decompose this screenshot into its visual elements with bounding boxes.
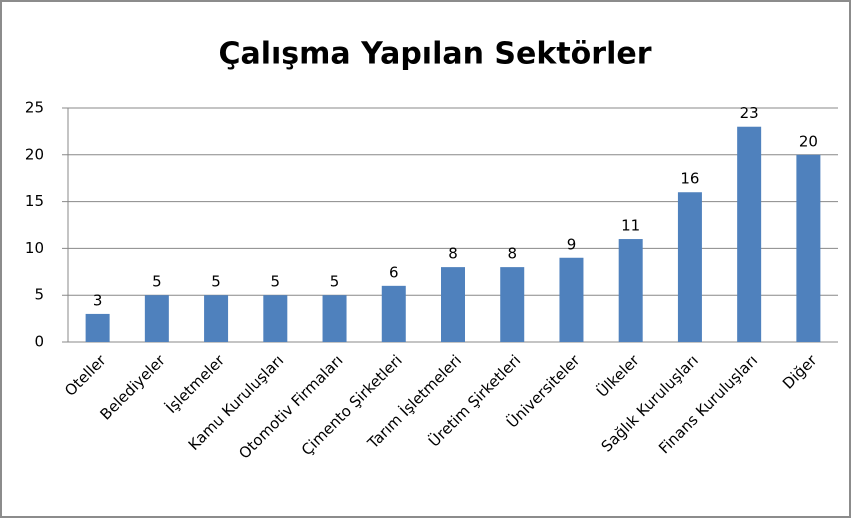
data-label: 8 bbox=[507, 245, 517, 263]
data-label: 11 bbox=[621, 217, 640, 235]
data-label: 3 bbox=[93, 291, 103, 309]
data-label: 5 bbox=[152, 273, 162, 291]
bar bbox=[737, 126, 762, 342]
chart-title: Çalışma Yapılan Sektörler bbox=[218, 37, 651, 72]
y-tick-label: 20 bbox=[25, 145, 44, 163]
data-label: 16 bbox=[680, 170, 699, 188]
bar bbox=[677, 192, 702, 342]
bar bbox=[263, 295, 288, 342]
bar bbox=[204, 295, 229, 342]
data-label: 8 bbox=[448, 245, 458, 263]
bar bbox=[381, 285, 406, 342]
bar bbox=[322, 295, 347, 342]
bar bbox=[559, 257, 584, 342]
y-tick-label: 10 bbox=[25, 239, 44, 257]
bar bbox=[144, 295, 169, 342]
data-label: 5 bbox=[271, 273, 281, 291]
y-tick-label: 0 bbox=[34, 333, 44, 351]
data-label: 5 bbox=[211, 273, 221, 291]
data-label: 5 bbox=[330, 273, 340, 291]
y-tick-label: 25 bbox=[25, 99, 44, 117]
data-label: 9 bbox=[567, 235, 577, 253]
data-label: 6 bbox=[389, 263, 399, 281]
bar bbox=[85, 313, 110, 342]
y-tick-label: 15 bbox=[25, 192, 44, 210]
data-label: 23 bbox=[740, 104, 759, 122]
bar bbox=[796, 154, 821, 342]
y-tick-label: 5 bbox=[34, 286, 44, 304]
bar bbox=[441, 267, 465, 342]
data-label: 20 bbox=[799, 132, 818, 150]
bar bbox=[618, 239, 643, 342]
bar bbox=[500, 267, 525, 342]
